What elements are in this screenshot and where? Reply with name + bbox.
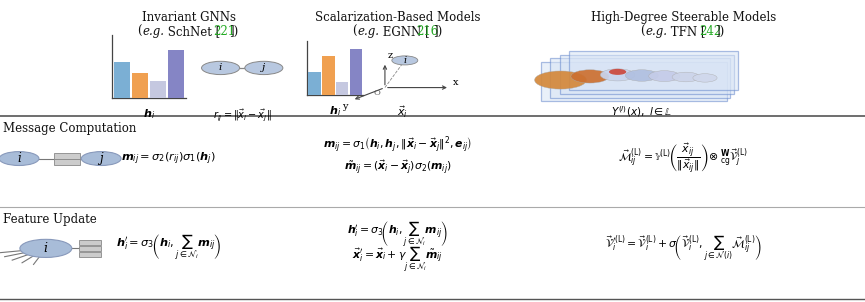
Circle shape	[81, 152, 121, 165]
Text: $Y^{(l)}(x),\ l \in \mathbb{L}$: $Y^{(l)}(x),\ l \in \mathbb{L}$	[611, 104, 673, 119]
Text: $\vec{\mathcal{M}}_{ij}^{(\mathrm{L})} = \mathbb{Y}^{(\mathrm{L})}\!\left(\dfrac: $\vec{\mathcal{M}}_{ij}^{(\mathrm{L})} =…	[618, 141, 748, 176]
Bar	[309, 72, 321, 95]
Text: $\boldsymbol{m}_{ij} = \sigma_2(r_{ij})\sigma_1(\boldsymbol{h}_j)$: $\boldsymbol{m}_{ij} = \sigma_2(r_{ij})\…	[121, 150, 216, 167]
Text: (: (	[352, 25, 357, 38]
Circle shape	[571, 70, 609, 83]
Text: i: i	[403, 56, 407, 65]
Text: $\vec{\boldsymbol{x}}_i' = \vec{\boldsymbol{x}}_i + \gamma\sum_{j \in \mathcal{N: $\vec{\boldsymbol{x}}_i' = \vec{\boldsym…	[352, 244, 444, 274]
Circle shape	[245, 61, 283, 75]
Circle shape	[392, 56, 418, 65]
Text: (: (	[138, 25, 142, 38]
FancyBboxPatch shape	[569, 51, 738, 90]
Text: ]): ])	[715, 25, 725, 38]
FancyBboxPatch shape	[54, 159, 80, 165]
Text: ]): ])	[432, 25, 442, 38]
Text: Invariant GNNs: Invariant GNNs	[142, 11, 235, 24]
Text: 216: 216	[417, 25, 439, 38]
Text: Feature Update: Feature Update	[3, 213, 97, 226]
Text: SchNet [: SchNet [	[164, 25, 221, 38]
Circle shape	[202, 61, 240, 75]
Text: j: j	[262, 63, 266, 72]
Text: i: i	[44, 242, 48, 255]
Bar	[151, 81, 166, 98]
Bar	[132, 73, 148, 98]
FancyBboxPatch shape	[541, 62, 727, 101]
Text: High-Degree Steerable Models: High-Degree Steerable Models	[591, 11, 776, 24]
Bar	[114, 62, 131, 98]
Text: $\tilde{\boldsymbol{m}}_{ij} = (\vec{\boldsymbol{x}}_i - \vec{\boldsymbol{x}}_j): $\tilde{\boldsymbol{m}}_{ij} = (\vec{\bo…	[344, 159, 452, 177]
Circle shape	[609, 69, 626, 75]
Text: ]): ])	[228, 25, 238, 38]
Text: x: x	[452, 78, 458, 87]
Text: $\boldsymbol{h}_i' = \sigma_3\!\left(\boldsymbol{h}_i, \sum_{j \in \mathcal{N}_i: $\boldsymbol{h}_i' = \sigma_3\!\left(\bo…	[348, 220, 448, 250]
Text: Scalarization-Based Models: Scalarization-Based Models	[315, 11, 481, 24]
Text: $\boldsymbol{h}_i' = \sigma_3\!\left(\boldsymbol{h}_i, \sum_{j \in \mathcal{N}_i: $\boldsymbol{h}_i' = \sigma_3\!\left(\bo…	[116, 233, 221, 263]
Text: (: (	[640, 25, 645, 38]
Text: i: i	[17, 152, 21, 165]
Text: $\boldsymbol{h}_i$: $\boldsymbol{h}_i$	[329, 104, 342, 118]
Text: j: j	[99, 152, 103, 165]
Text: e.g.: e.g.	[358, 25, 380, 38]
Circle shape	[0, 152, 39, 165]
FancyBboxPatch shape	[550, 58, 730, 98]
FancyBboxPatch shape	[560, 55, 734, 94]
Text: $\vec{x}_i$: $\vec{x}_i$	[397, 104, 407, 120]
Text: y: y	[343, 102, 348, 111]
Text: $\vec{\mathcal{V}}_i^{\prime(\mathrm{L})} = \vec{\mathcal{V}}_i^{(\mathrm{L})} +: $\vec{\mathcal{V}}_i^{\prime(\mathrm{L})…	[605, 233, 762, 264]
Text: Message Computation: Message Computation	[3, 122, 137, 135]
Text: $\boldsymbol{h}_i$: $\boldsymbol{h}_i$	[143, 107, 156, 121]
Circle shape	[649, 71, 680, 82]
Text: e.g.: e.g.	[143, 25, 165, 38]
Bar	[349, 49, 362, 95]
Circle shape	[672, 72, 700, 82]
Text: $r_{ij} = \|\vec{x}_i - \vec{x}_j\|$: $r_{ij} = \|\vec{x}_i - \vec{x}_j\|$	[213, 107, 272, 123]
Text: 221: 221	[213, 25, 234, 38]
Text: TFN [: TFN [	[667, 25, 706, 38]
Text: i: i	[219, 63, 222, 72]
Circle shape	[600, 69, 635, 81]
Bar	[322, 56, 335, 95]
Text: EGNN [: EGNN [	[379, 25, 430, 38]
Text: $\boldsymbol{m}_{ij} = \sigma_1\left(\boldsymbol{h}_i, \boldsymbol{h}_j, \|\vec{: $\boldsymbol{m}_{ij} = \sigma_1\left(\bo…	[324, 134, 472, 156]
Bar	[168, 50, 184, 98]
Text: 242: 242	[700, 25, 721, 38]
FancyBboxPatch shape	[54, 153, 80, 159]
Circle shape	[20, 239, 72, 257]
Text: z: z	[388, 51, 393, 60]
Circle shape	[625, 70, 658, 81]
Text: O: O	[374, 89, 381, 97]
FancyBboxPatch shape	[79, 240, 101, 245]
Circle shape	[535, 71, 586, 89]
FancyBboxPatch shape	[79, 246, 101, 251]
Circle shape	[693, 74, 717, 82]
Text: e.g.: e.g.	[646, 25, 668, 38]
FancyBboxPatch shape	[79, 252, 101, 257]
Bar	[336, 82, 349, 95]
